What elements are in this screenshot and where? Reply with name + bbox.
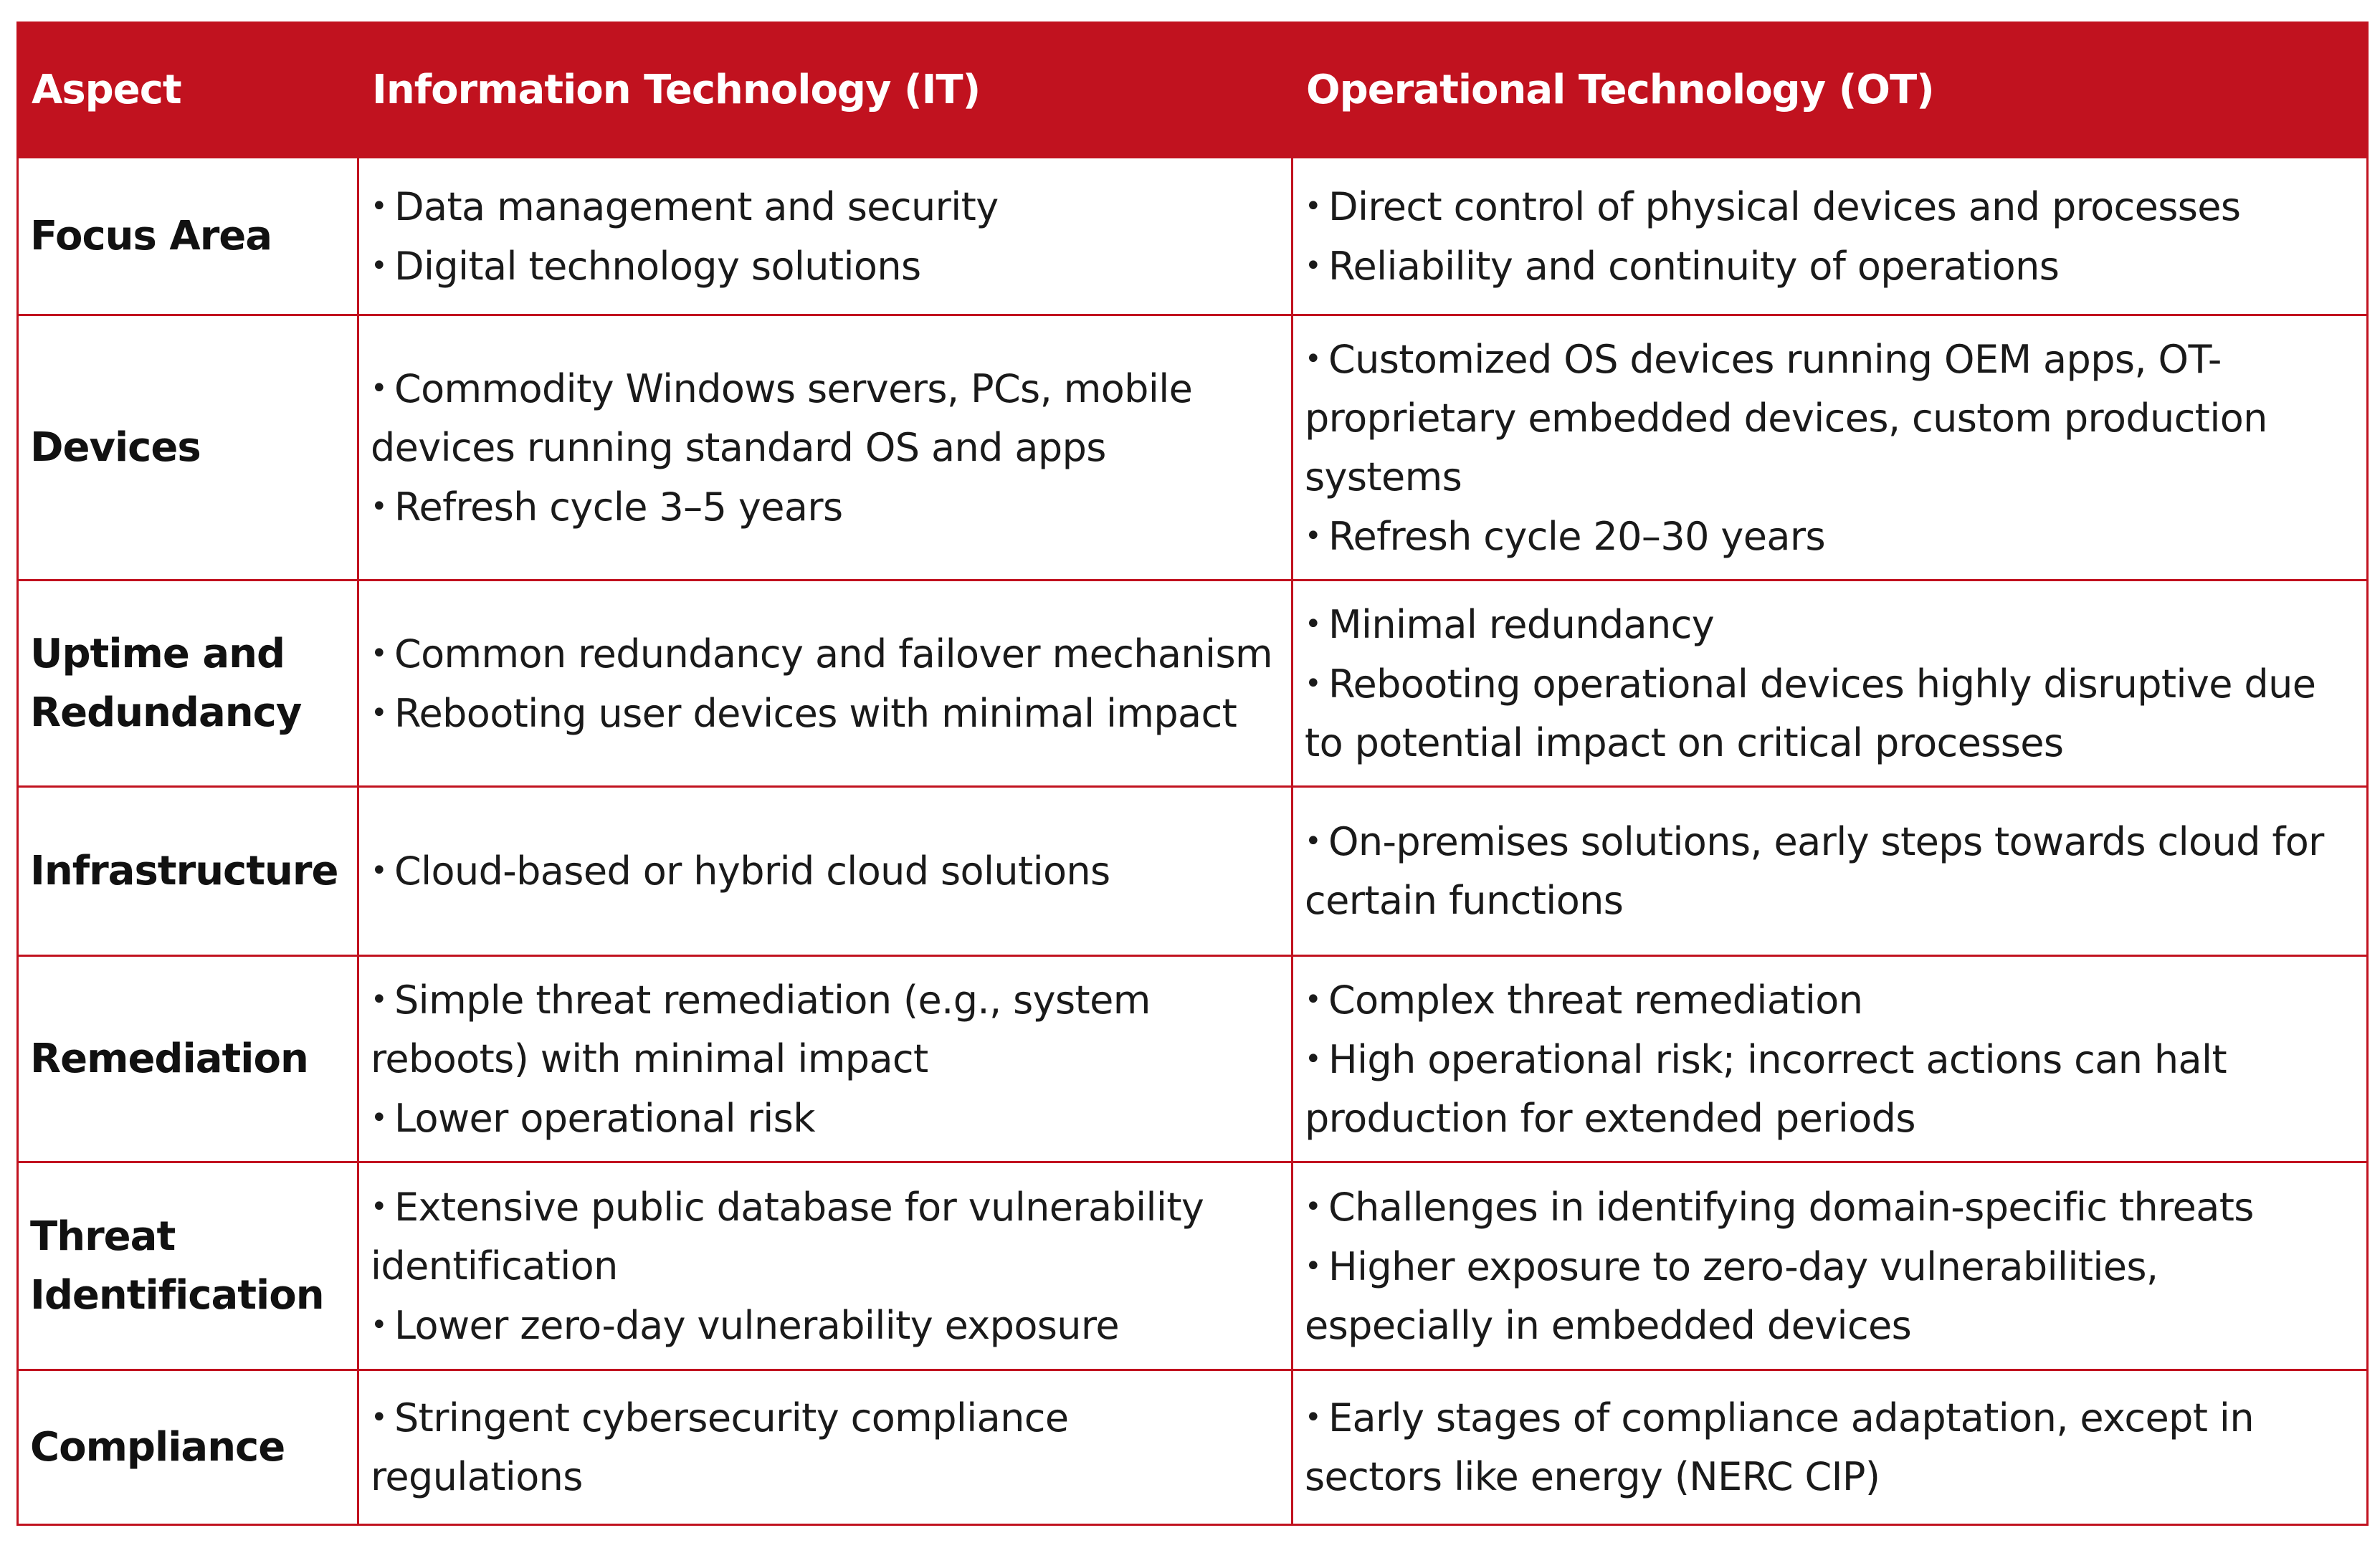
- row-aspect-label: Uptime and Redundancy: [16, 579, 359, 788]
- ot-bullet-list: On-premises solutions, early steps towar…: [1305, 812, 2355, 930]
- it-bullet: Lower operational risk: [371, 1089, 1280, 1148]
- table-row: Compliance Stringent cybersecurity compl…: [16, 1369, 2369, 1526]
- ot-cell: On-premises solutions, early steps towar…: [1291, 785, 2369, 957]
- ot-cell: Early stages of compliance adaptation, e…: [1291, 1369, 2369, 1526]
- row-aspect-label: Compliance: [16, 1369, 359, 1526]
- it-bullet: Extensive public database for vulnerabil…: [371, 1177, 1280, 1296]
- it-bullet: Digital technology solutions: [371, 236, 1280, 296]
- it-cell: Data management and security Digital tec…: [357, 156, 1293, 316]
- ot-bullet-list: Early stages of compliance adaptation, e…: [1305, 1388, 2355, 1506]
- ot-bullet: Higher exposure to zero-day vulnerabilit…: [1305, 1237, 2355, 1355]
- it-bullet: Data management and security: [371, 177, 1280, 236]
- it-bullet: Cloud-based or hybrid cloud solutions: [371, 841, 1280, 901]
- ot-bullet: Early stages of compliance adaptation, e…: [1305, 1388, 2355, 1506]
- it-bullet: Stringent cybersecurity compliance regul…: [371, 1388, 1280, 1506]
- row-aspect-label: Infrastructure: [16, 785, 359, 957]
- table-row: Focus Area Data management and security …: [16, 156, 2369, 316]
- ot-bullet: Customized OS devices running OEM apps, …: [1305, 330, 2355, 507]
- ot-bullet-list: Challenges in identifying domain-specifi…: [1305, 1177, 2355, 1355]
- row-aspect-label: Focus Area: [16, 156, 359, 316]
- header-aspect: Aspect: [16, 22, 359, 158]
- it-cell: Cloud-based or hybrid cloud solutions: [357, 785, 1293, 957]
- it-bullet-list: Commodity Windows servers, PCs, mobile d…: [371, 359, 1280, 537]
- ot-cell: Complex threat remediation High operatio…: [1291, 955, 2369, 1163]
- row-aspect-label: Remediation: [16, 955, 359, 1163]
- it-bullet-list: Data management and security Digital tec…: [371, 177, 1280, 296]
- ot-bullet-list: Minimal redundancy Rebooting operational…: [1305, 595, 2355, 773]
- row-aspect-label: Threat Identification: [16, 1161, 359, 1371]
- it-bullet: Common redundancy and failover mechanism: [371, 624, 1280, 684]
- it-bullet: Simple threat remediation (e.g., system …: [371, 970, 1280, 1089]
- ot-bullet: Rebooting operational devices highly dis…: [1305, 654, 2355, 773]
- table-row: Infrastructure Cloud-based or hybrid clo…: [16, 785, 2369, 957]
- ot-bullet: On-premises solutions, early steps towar…: [1305, 812, 2355, 930]
- ot-bullet-list: Customized OS devices running OEM apps, …: [1305, 330, 2355, 566]
- it-bullet: Commodity Windows servers, PCs, mobile d…: [371, 359, 1280, 477]
- ot-bullet-list: Complex threat remediation High operatio…: [1305, 970, 2355, 1148]
- ot-bullet: Challenges in identifying domain-specifi…: [1305, 1177, 2355, 1237]
- table-row: Remediation Simple threat remediation (e…: [16, 955, 2369, 1163]
- table-row: Devices Commodity Windows servers, PCs, …: [16, 314, 2369, 581]
- it-bullet-list: Common redundancy and failover mechanism…: [371, 624, 1280, 743]
- it-bullet-list: Simple threat remediation (e.g., system …: [371, 970, 1280, 1148]
- table-row: Threat Identification Extensive public d…: [16, 1161, 2369, 1371]
- header-ot: Operational Technology (OT): [1291, 22, 2369, 158]
- ot-bullet: Direct control of physical devices and p…: [1305, 177, 2355, 236]
- ot-bullet: Reliability and continuity of operations: [1305, 236, 2355, 296]
- ot-cell: Minimal redundancy Rebooting operational…: [1291, 579, 2369, 788]
- comparison-table-container: Aspect Information Technology (IT) Opera…: [16, 22, 2369, 1526]
- it-bullet: Refresh cycle 3–5 years: [371, 477, 1280, 537]
- ot-cell: Direct control of physical devices and p…: [1291, 156, 2369, 316]
- ot-bullet: Complex threat remediation: [1305, 970, 2355, 1030]
- ot-bullet: High operational risk; incorrect actions…: [1305, 1030, 2355, 1148]
- it-bullet-list: Extensive public database for vulnerabil…: [371, 1177, 1280, 1355]
- it-bullet: Rebooting user devices with minimal impa…: [371, 684, 1280, 743]
- it-bullet-list: Stringent cybersecurity compliance regul…: [371, 1388, 1280, 1506]
- it-cell: Stringent cybersecurity compliance regul…: [357, 1369, 1293, 1526]
- table-row: Uptime and Redundancy Common redundancy …: [16, 579, 2369, 788]
- it-cell: Extensive public database for vulnerabil…: [357, 1161, 1293, 1371]
- ot-bullet: Refresh cycle 20–30 years: [1305, 507, 2355, 566]
- ot-bullet-list: Direct control of physical devices and p…: [1305, 177, 2355, 296]
- it-vs-ot-comparison-table: Aspect Information Technology (IT) Opera…: [16, 22, 2369, 1526]
- table-header-row: Aspect Information Technology (IT) Opera…: [16, 22, 2369, 158]
- row-aspect-label: Devices: [16, 314, 359, 581]
- ot-cell: Customized OS devices running OEM apps, …: [1291, 314, 2369, 581]
- it-cell: Common redundancy and failover mechanism…: [357, 579, 1293, 788]
- header-it: Information Technology (IT): [357, 22, 1293, 158]
- it-bullet-list: Cloud-based or hybrid cloud solutions: [371, 841, 1280, 901]
- ot-bullet: Minimal redundancy: [1305, 595, 2355, 654]
- it-cell: Simple threat remediation (e.g., system …: [357, 955, 1293, 1163]
- ot-cell: Challenges in identifying domain-specifi…: [1291, 1161, 2369, 1371]
- it-cell: Commodity Windows servers, PCs, mobile d…: [357, 314, 1293, 581]
- it-bullet: Lower zero-day vulnerability exposure: [371, 1296, 1280, 1355]
